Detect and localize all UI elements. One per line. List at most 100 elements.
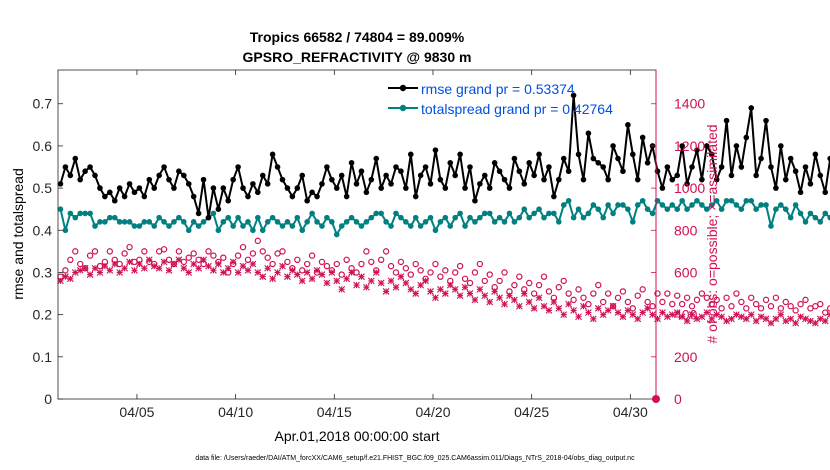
obs-assimilated-point bbox=[427, 288, 434, 295]
obs-assimilated-point bbox=[446, 281, 454, 289]
obs-possible-point bbox=[634, 292, 641, 299]
totalspread-point bbox=[240, 223, 246, 229]
rmse-point bbox=[363, 189, 370, 196]
totalspread-point bbox=[546, 210, 552, 217]
y-right-tick-label: 600 bbox=[674, 264, 698, 280]
totalspread-point bbox=[314, 219, 320, 225]
rmse-point bbox=[773, 185, 779, 191]
obs-possible-point bbox=[530, 290, 538, 297]
obs-possible-point bbox=[106, 248, 114, 255]
rmse-point bbox=[541, 176, 547, 183]
rmse-point bbox=[245, 193, 251, 200]
totalspread-point bbox=[694, 197, 700, 204]
obs-assimilated-point bbox=[239, 262, 247, 270]
rmse-point bbox=[782, 176, 789, 183]
obs-assimilated-point bbox=[585, 309, 592, 316]
obs-assimilated-point bbox=[491, 288, 499, 295]
obs-possible-point bbox=[797, 300, 804, 308]
y-axis-label: rmse and totalspread bbox=[10, 168, 26, 300]
obs-possible-point bbox=[826, 305, 830, 312]
obs-assimilated-point bbox=[210, 266, 217, 274]
rmse-point bbox=[704, 143, 710, 149]
rmse-point bbox=[417, 172, 424, 179]
obs-possible-point bbox=[802, 296, 809, 304]
totalspread-point bbox=[126, 219, 133, 225]
obs-assimilated-point bbox=[792, 319, 800, 327]
y-right-tick-label: 1000 bbox=[674, 180, 705, 196]
obs-possible-point bbox=[787, 303, 794, 310]
rmse-point bbox=[536, 151, 542, 158]
rmse-point bbox=[87, 164, 93, 170]
rmse-point bbox=[481, 172, 488, 179]
obs-assimilated-point bbox=[358, 273, 365, 281]
rmse-point bbox=[708, 151, 715, 158]
rmse-point bbox=[748, 105, 755, 111]
totalspread-point bbox=[319, 223, 325, 229]
totalspread-point bbox=[77, 210, 84, 217]
x-tick-label: 04/15 bbox=[317, 404, 352, 420]
obs-possible-point bbox=[279, 248, 286, 255]
obs-possible-point bbox=[72, 248, 79, 255]
totalspread-point bbox=[812, 214, 819, 221]
obs-assimilated-point bbox=[249, 260, 257, 268]
totalspread-point bbox=[378, 210, 384, 217]
totalspread-point bbox=[245, 219, 251, 225]
rmse-point bbox=[240, 185, 246, 191]
obs-assimilated-point bbox=[441, 290, 449, 297]
y-tick-label: 0.2 bbox=[33, 307, 53, 323]
rmse-point bbox=[560, 155, 567, 162]
obs-assimilated-point bbox=[284, 273, 291, 281]
rmse-point bbox=[491, 159, 498, 166]
legend: rmse grand pr = 0.53374 totalspread gran… bbox=[388, 81, 613, 117]
rmse-point bbox=[743, 134, 750, 141]
rmse-point bbox=[235, 164, 241, 170]
obs-possible-point bbox=[86, 252, 94, 259]
obs-possible-point bbox=[338, 271, 345, 278]
totalspread-point bbox=[333, 231, 340, 238]
rmse-point bbox=[526, 159, 532, 166]
rmse-point bbox=[225, 197, 232, 204]
totalspread-point bbox=[67, 210, 74, 217]
rmse-point bbox=[358, 168, 365, 175]
totalspread-point bbox=[506, 210, 513, 217]
obs-possible-point bbox=[595, 281, 602, 289]
rmse-point bbox=[768, 164, 774, 170]
obs-assimilated-point bbox=[644, 304, 652, 312]
totalspread-point bbox=[190, 219, 197, 225]
totalspread-point bbox=[753, 206, 759, 212]
rmse-point bbox=[368, 176, 375, 183]
legend-rmse-label: rmse grand pr = 0.53374 bbox=[421, 81, 575, 97]
obs-assimilated-point bbox=[733, 311, 740, 319]
obs-assimilated-point bbox=[269, 275, 277, 283]
obs-assimilated-point bbox=[471, 296, 479, 304]
totalspread-point bbox=[289, 223, 296, 229]
rmse-point bbox=[822, 189, 829, 196]
obs-assimilated-point bbox=[461, 283, 469, 291]
x-tick-label: 04/05 bbox=[119, 404, 154, 420]
rmse-point bbox=[185, 181, 192, 187]
rmse-point bbox=[669, 176, 676, 183]
obs-possible-point bbox=[575, 286, 582, 293]
rmse-point bbox=[97, 185, 103, 191]
rmse-point bbox=[205, 214, 212, 221]
obs-assimilated-point bbox=[160, 258, 168, 266]
totalspread-point bbox=[255, 214, 261, 221]
totalspread-point bbox=[107, 214, 113, 221]
rmse-point bbox=[131, 189, 138, 196]
totalspread-point bbox=[329, 219, 335, 225]
obs-possible-point bbox=[708, 300, 715, 308]
obs-assimilated-point bbox=[170, 260, 178, 268]
data-file-footer: data file: /Users/raeder/DAI/ATM_forcXX/… bbox=[195, 455, 635, 462]
totalspread-point bbox=[689, 202, 695, 208]
obs-assimilated-point bbox=[264, 264, 272, 272]
totalspread-point bbox=[778, 202, 784, 208]
rmse-point bbox=[659, 185, 666, 191]
totalspread-point bbox=[279, 223, 286, 229]
totalspread-point bbox=[422, 219, 429, 225]
totalspread-point bbox=[284, 219, 291, 225]
totalspread-point bbox=[827, 214, 830, 221]
x-tick-label: 04/30 bbox=[613, 404, 648, 420]
totalspread-point bbox=[407, 223, 414, 229]
y-tick-label: 0.5 bbox=[33, 180, 53, 196]
